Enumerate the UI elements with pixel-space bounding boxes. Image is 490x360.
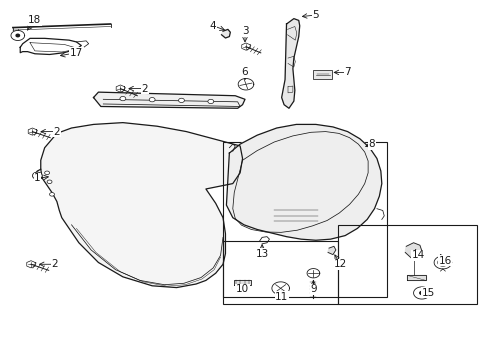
Polygon shape: [282, 19, 300, 108]
Bar: [223, 241, 338, 304]
Text: 6: 6: [242, 67, 248, 77]
Circle shape: [49, 193, 54, 196]
Bar: [223, 142, 387, 297]
Circle shape: [120, 96, 126, 101]
Circle shape: [45, 171, 49, 175]
Circle shape: [208, 99, 214, 104]
Polygon shape: [41, 123, 243, 288]
Circle shape: [47, 180, 52, 184]
Circle shape: [149, 98, 155, 102]
Circle shape: [420, 292, 424, 294]
Polygon shape: [226, 125, 382, 240]
Polygon shape: [405, 243, 422, 258]
Text: 12: 12: [334, 259, 347, 269]
Text: 4: 4: [210, 21, 217, 31]
Text: 17: 17: [70, 48, 83, 58]
Bar: [314, 70, 332, 79]
Text: 8: 8: [369, 139, 375, 149]
Bar: [338, 225, 477, 304]
Text: 2: 2: [142, 84, 148, 94]
Text: 10: 10: [236, 284, 249, 294]
Polygon shape: [407, 275, 426, 280]
Text: 16: 16: [439, 256, 452, 266]
Polygon shape: [221, 30, 230, 38]
Polygon shape: [328, 246, 336, 255]
Circle shape: [178, 98, 184, 103]
Text: 3: 3: [242, 26, 248, 36]
Text: 13: 13: [255, 248, 269, 258]
Text: 7: 7: [344, 67, 351, 77]
Text: 2: 2: [51, 259, 58, 269]
Text: 1: 1: [34, 173, 41, 183]
Text: 18: 18: [28, 15, 42, 26]
Circle shape: [32, 172, 42, 179]
Text: 15: 15: [421, 288, 435, 298]
Polygon shape: [235, 280, 250, 284]
Text: 11: 11: [275, 292, 288, 302]
Text: 5: 5: [313, 10, 319, 20]
Text: 9: 9: [310, 284, 317, 294]
Text: 14: 14: [412, 250, 425, 260]
Circle shape: [16, 34, 20, 37]
Text: 2: 2: [53, 127, 60, 136]
Polygon shape: [94, 92, 245, 108]
